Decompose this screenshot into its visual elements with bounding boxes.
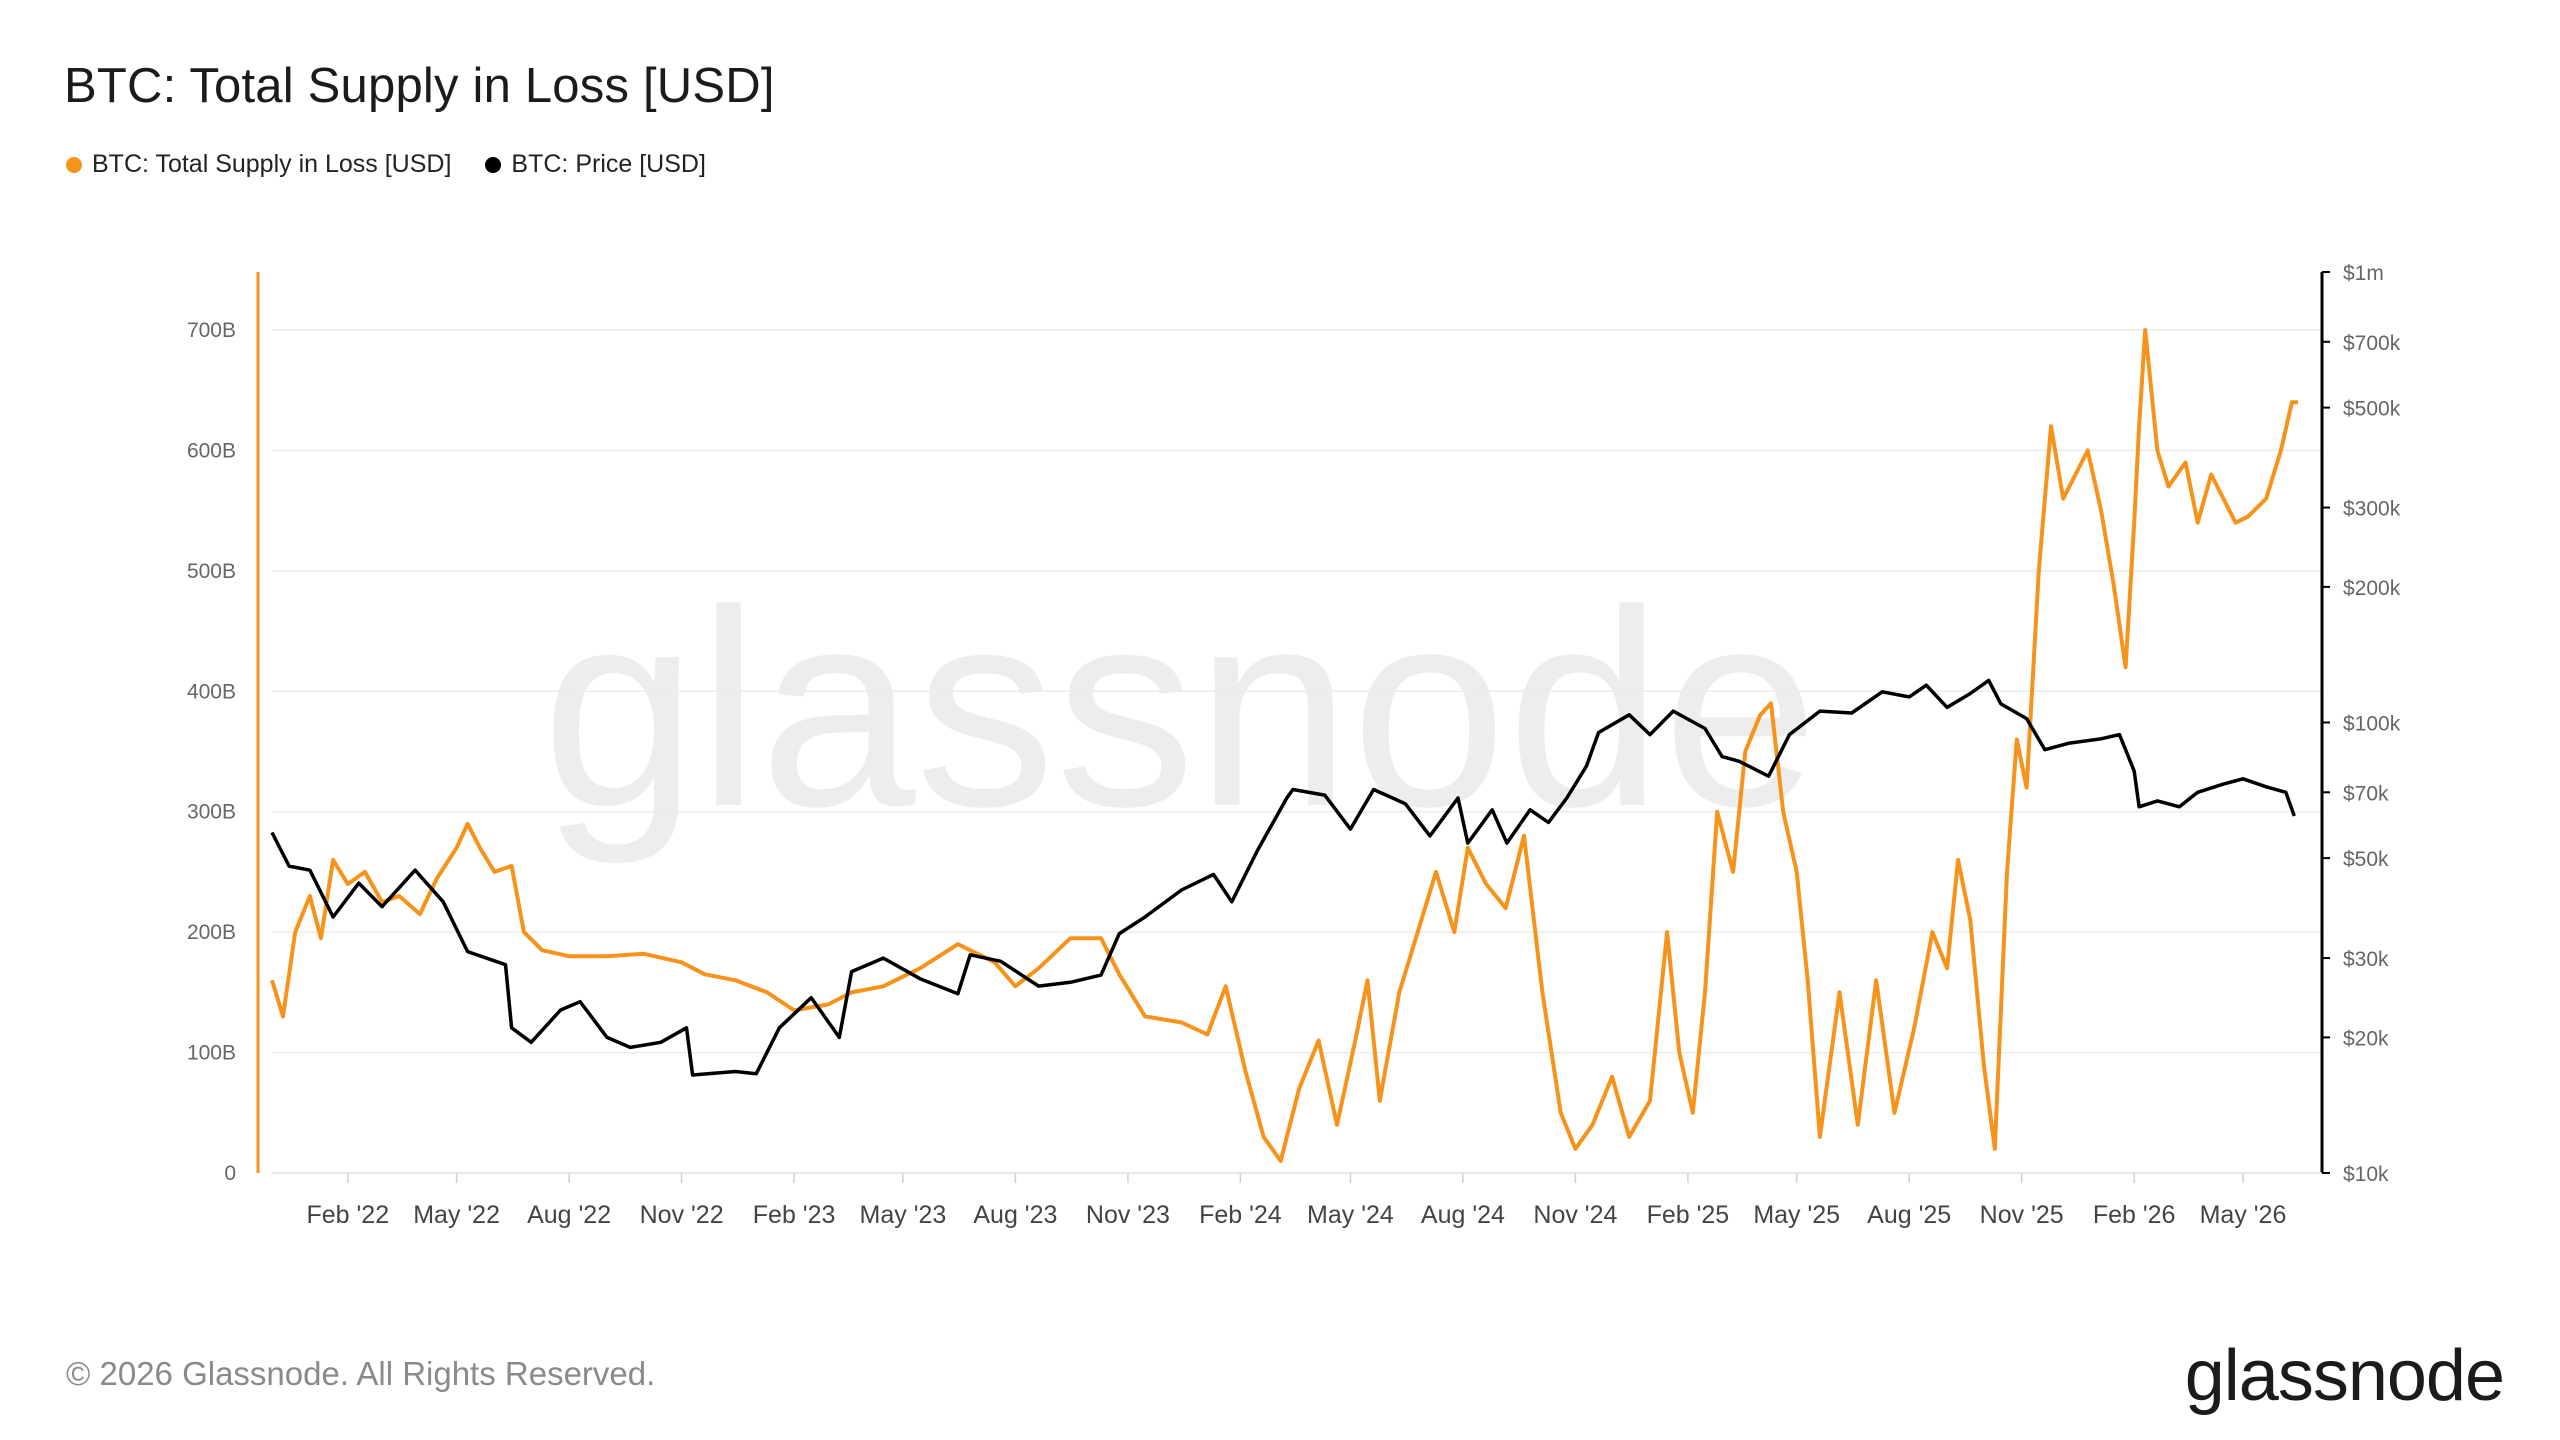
legend: BTC: Total Supply in Loss [USD] BTC: Pri… xyxy=(66,150,706,179)
right-tick-label: $100k xyxy=(2343,713,2401,736)
price-line[interactable] xyxy=(270,678,2296,1077)
right-tick-label: $300k xyxy=(2343,498,2401,521)
right-axis: $10k $20k $30k $50k $70k $100k $200k $300k $500k… xyxy=(2320,262,2401,1186)
legend-item-price[interactable]: BTC: Price [USD] xyxy=(485,150,706,179)
supply-in-loss-line[interactable] xyxy=(270,328,2298,1163)
right-tick-label: $10k xyxy=(2343,1163,2389,1186)
x-tick-label: May '23 xyxy=(860,1201,947,1229)
x-tick-label: Nov '25 xyxy=(1980,1201,2064,1229)
left-tick-label: 300B xyxy=(187,801,236,824)
left-tick-label: 600B xyxy=(187,439,236,462)
x-tick-label: Feb '25 xyxy=(1647,1201,1730,1229)
left-tick-label: 400B xyxy=(187,680,236,703)
x-tick-label: Aug '23 xyxy=(973,1201,1057,1229)
x-tick-label: Feb '24 xyxy=(1199,1201,1282,1229)
right-tick-label: $200k xyxy=(2343,577,2401,600)
x-tick-label: Nov '23 xyxy=(1086,1201,1170,1229)
left-tick-label: 200B xyxy=(187,921,236,944)
left-tick-label: 500B xyxy=(187,560,236,583)
legend-label: BTC: Total Supply in Loss [USD] xyxy=(92,150,452,178)
x-tick-label: May '22 xyxy=(413,1201,500,1229)
legend-item-supply-in-loss[interactable]: BTC: Total Supply in Loss [USD] xyxy=(66,150,451,179)
right-tick-label: $30k xyxy=(2343,948,2389,971)
x-tick-label: Aug '22 xyxy=(527,1201,611,1229)
legend-dot-black-icon xyxy=(485,156,502,173)
watermark-text: glassnode xyxy=(542,553,1819,866)
x-tick-label: Nov '22 xyxy=(640,1201,724,1229)
x-tick-label: Aug '25 xyxy=(1867,1201,1951,1229)
x-axis: Feb '22 May '22 Aug '22 Nov '22 Feb '23 May '… xyxy=(272,1172,2322,1229)
x-tick-label: Aug '24 xyxy=(1421,1201,1505,1229)
right-tick-label: $20k xyxy=(2343,1027,2389,1050)
chart-title: BTC: Total Supply in Loss [USD] xyxy=(64,59,775,113)
left-tick-label: 100B xyxy=(187,1042,236,1065)
right-tick-label: $500k xyxy=(2343,398,2401,421)
legend-dot-orange-icon xyxy=(66,156,82,173)
legend-label: BTC: Price [USD] xyxy=(511,150,706,178)
glassnode-logo[interactable]: glassnode xyxy=(2184,1336,2505,1416)
copyright-footer: © 2026 Glassnode. All Rights Reserved. xyxy=(66,1355,656,1392)
right-tick-label: $70k xyxy=(2343,782,2389,805)
right-tick-label: $1m xyxy=(2343,262,2384,285)
x-tick-label: Feb '26 xyxy=(2093,1201,2176,1229)
x-tick-label: Nov '24 xyxy=(1533,1201,1617,1229)
right-tick-label: $700k xyxy=(2343,332,2401,355)
right-tick-label: $50k xyxy=(2343,848,2389,871)
x-tick-label: May '25 xyxy=(1753,1201,1840,1229)
left-tick-label: 700B xyxy=(187,319,236,342)
x-tick-label: May '24 xyxy=(1307,1201,1394,1229)
left-tick-label: 0 xyxy=(224,1162,236,1185)
x-tick-label: Feb '22 xyxy=(307,1201,390,1229)
x-tick-label: Feb '23 xyxy=(753,1201,836,1229)
x-tick-label: May '26 xyxy=(2200,1201,2287,1229)
series-group xyxy=(270,328,2298,1163)
left-axis: 0 100B 200B 300B 400B 500B 600B 700B xyxy=(187,272,260,1185)
